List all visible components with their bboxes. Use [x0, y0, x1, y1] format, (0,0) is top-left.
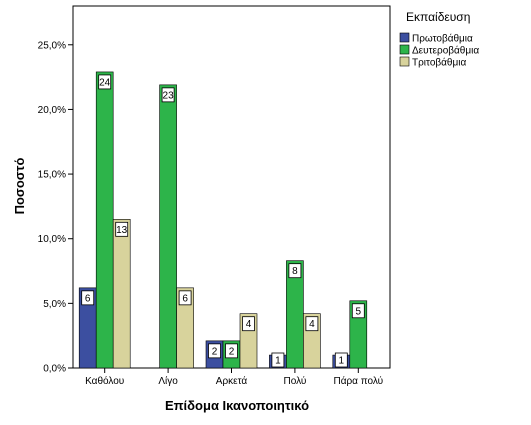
data-label-box	[161, 87, 175, 103]
data-label-box	[305, 316, 319, 332]
data-label: 24	[99, 77, 111, 88]
bar-δευτεροβάθμια	[95, 71, 114, 369]
x-tick-label: Πολύ	[283, 375, 306, 387]
legend-entry: Πρωτοβάθμια	[412, 33, 473, 45]
y-tick-label: 25,0%	[38, 40, 66, 51]
data-label-box	[178, 290, 192, 306]
data-label: 1	[339, 356, 345, 367]
legend-swatch-τριτοβάθμια	[399, 56, 410, 67]
data-label-box	[334, 352, 348, 368]
data-label-box	[242, 316, 255, 332]
legend-swatch-δευτεροβάθμια	[399, 44, 410, 55]
data-label: 2	[229, 346, 235, 357]
data-label: 4	[309, 319, 315, 330]
data-label-box	[208, 343, 221, 359]
x-tick-label: Πάρα πολύ	[333, 375, 383, 387]
data-label: 5	[356, 306, 362, 317]
legend: Εκπαίδευση ΠρωτοβάθμιαΔευτεροβάθμιαΤριτο…	[399, 10, 479, 69]
legend-title: Εκπαίδευση	[406, 10, 470, 24]
x-axis: Καθόλου Λίγο Αρκετά Πολύ Πάρα πολύ	[85, 368, 383, 387]
bar-δευτεροβάθμια	[159, 84, 177, 369]
x-tick-label: Αρκετά	[216, 375, 248, 387]
y-tick-label: 0,0%	[43, 364, 66, 375]
legend-swatch-πρωτοβάθμια	[399, 32, 410, 43]
x-tick-label: Καθόλου	[85, 375, 124, 387]
data-label: 1	[275, 356, 281, 367]
data-label-box	[288, 263, 302, 279]
data-label: 2	[212, 346, 218, 357]
legend-entry: Δευτεροβάθμια	[412, 45, 479, 57]
data-label: 13	[116, 225, 128, 236]
data-label-box	[351, 303, 365, 319]
bar-τριτοβάθμια	[176, 287, 194, 369]
x-tick-label: Λίγο	[158, 375, 178, 387]
x-axis-title: Επίδομα Ικανοποιητικό	[165, 398, 309, 413]
bar-τριτοβάθμια	[112, 219, 131, 369]
data-label: 8	[292, 266, 298, 277]
data-label: 6	[182, 293, 188, 304]
data-label: 23	[163, 90, 175, 101]
y-tick-label: 15,0%	[38, 170, 66, 181]
data-label-box	[115, 221, 129, 237]
y-tick-label: 20,0%	[38, 105, 66, 116]
y-tick-label: 5,0%	[43, 299, 66, 310]
data-label: 6	[85, 293, 91, 304]
data-label-box	[81, 290, 95, 306]
data-label-box	[225, 343, 238, 359]
y-tick-label: 10,0%	[38, 234, 66, 245]
data-label-box	[271, 352, 285, 368]
y-axis-title: Ποσοστό	[12, 158, 27, 215]
data-label: 4	[246, 319, 252, 330]
y-axis: 0,0% 5,0% 10,0% 15,0% 20,0% 25,0%	[38, 40, 73, 375]
data-label-box	[98, 74, 112, 90]
legend-entry: Τριτοβάθμια	[412, 57, 466, 69]
